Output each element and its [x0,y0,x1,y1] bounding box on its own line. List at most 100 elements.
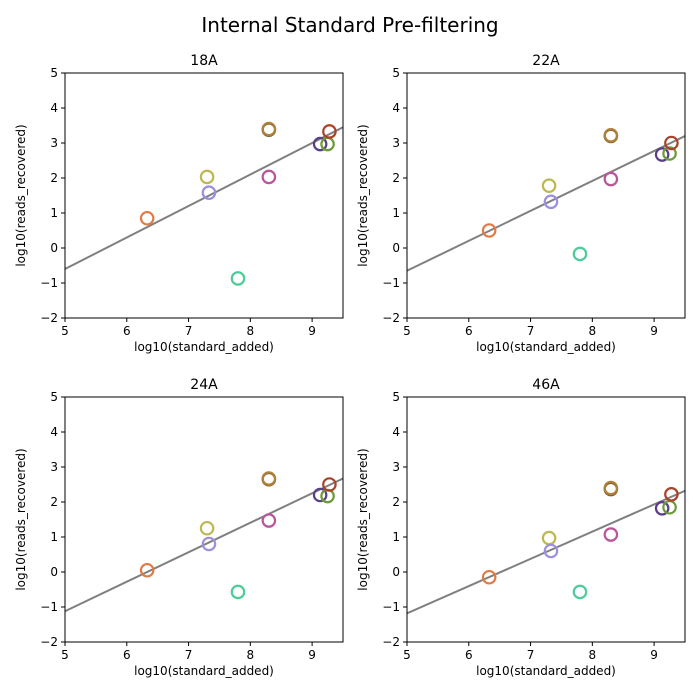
x-tick-label: 9 [308,324,316,338]
x-axis-label: log10(standard_added) [476,664,616,678]
x-axis-label: log10(standard_added) [134,340,274,354]
data-point [541,178,557,193]
x-tick-label: 5 [403,324,411,338]
data-point [139,210,155,226]
y-tick-label: −2 [40,311,58,325]
y-tick-label: −1 [40,276,58,290]
data-point [543,543,559,559]
chart-panel-2: 22A 5 6 7 8 9 −2 −1 0 1 2 3 4 5 log10(standard_added) l… [356,53,686,354]
y-tick-label: 3 [392,460,400,474]
y-tick-label: 1 [50,206,58,220]
y-tick-label: 5 [50,66,58,80]
chart-panel-4: 46A 5 6 7 8 9 −2 −1 0 1 2 3 4 5 log10(standard_added) l… [356,377,686,678]
y-tick-label: 4 [50,425,58,439]
y-axis-label: log10(reads_recovered) [14,448,28,590]
fit-line [65,477,343,613]
data-point [320,488,335,504]
data-point [230,584,246,600]
chart-panel-1: 18A 5 6 7 8 9 −2 −1 0 1 2 3 4 5 log10(standard_added) l… [14,53,344,354]
data-point [603,171,619,187]
x-tick-label: 8 [589,648,597,662]
y-tick-label: 3 [392,136,400,150]
y-tick-label: 4 [50,101,58,115]
y-axis-label: log10(reads_recovered) [356,448,370,590]
y-tick-label: 2 [50,495,58,509]
plot-frame [406,72,686,319]
data-point [664,135,679,151]
data-point [664,486,679,502]
y-tick-label: −1 [382,600,400,614]
y-axis-label: log10(reads_recovered) [14,124,28,266]
y-tick-label: −2 [382,311,400,325]
y-tick-label: 0 [50,565,58,579]
data-point [481,569,497,585]
data-point [261,471,277,486]
x-tick-label: 5 [61,324,69,338]
y-tick-label: 5 [50,390,58,404]
y-tick-label: 1 [50,530,58,544]
data-point [201,536,217,552]
x-tick-label: 6 [465,648,473,662]
data-point [261,121,277,137]
data-layer [407,489,685,615]
data-point [654,500,670,516]
data-point [603,128,619,143]
data-point [201,185,217,200]
y-tick-label: 4 [392,425,400,439]
y-tick-label: 2 [392,171,400,185]
y-tick-label: 3 [50,136,58,150]
data-point [654,147,670,162]
data-point [572,246,588,262]
panel-title: 46A [532,377,560,393]
data-point [230,271,246,286]
fit-line [65,126,343,270]
y-tick-label: 0 [50,241,58,255]
data-point [312,487,328,503]
plot-frame [406,396,686,643]
y-tick-label: −2 [40,635,58,649]
x-tick-label: 8 [247,324,255,338]
data-point [199,169,215,185]
data-point [603,480,619,496]
plot-frame [64,396,344,643]
x-tick-label: 9 [650,648,658,662]
x-tick-label: 7 [527,648,535,662]
x-tick-label: 7 [185,324,193,338]
x-tick-label: 9 [308,648,316,662]
panel-title: 24A [190,377,218,393]
data-point [481,223,497,238]
y-tick-label: 1 [392,206,400,220]
y-tick-label: 5 [392,66,400,80]
y-tick-label: 4 [392,101,400,115]
x-axis-label: log10(standard_added) [134,664,274,678]
y-tick-label: 3 [50,460,58,474]
fit-line [407,489,685,615]
x-tick-label: 5 [403,648,411,662]
data-point [662,499,677,515]
x-axis-label: log10(standard_added) [476,340,616,354]
data-point [322,477,337,492]
y-tick-label: 2 [50,171,58,185]
x-tick-label: 6 [123,648,131,662]
data-point [312,136,328,152]
data-point [603,527,619,542]
data-point [543,194,559,210]
data-point [139,562,155,578]
data-point [261,169,277,185]
data-point [662,146,677,161]
data-point [320,136,335,152]
x-tick-label: 6 [465,324,473,338]
data-point [261,513,277,528]
y-tick-label: 0 [392,565,400,579]
y-axis-label: log10(reads_recovered) [356,124,370,266]
y-tick-label: 1 [392,530,400,544]
data-layer [65,477,343,613]
x-tick-label: 9 [650,324,658,338]
x-tick-label: 6 [123,324,131,338]
data-point [322,124,337,139]
data-point [199,520,215,536]
data-layer [65,126,343,270]
y-tick-label: 2 [392,495,400,509]
